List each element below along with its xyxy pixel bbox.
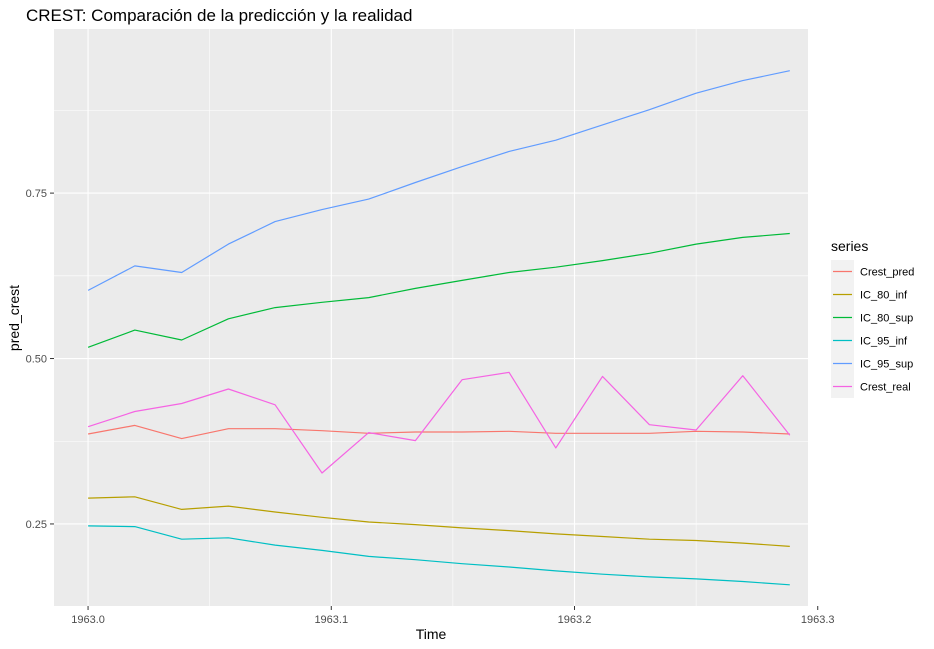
y-tick-label: 0.50 <box>26 354 47 366</box>
major-grid <box>54 29 819 606</box>
legend-label: IC_95_sup <box>860 359 913 371</box>
plot-panel <box>54 29 808 606</box>
legend-label: IC_95_inf <box>860 336 908 348</box>
x-tick-label: 1963.1 <box>314 614 348 626</box>
x-tick-label: 1963.3 <box>801 614 835 626</box>
minor-grid <box>54 29 808 606</box>
series-line-ic-80-inf <box>88 496 790 547</box>
x-tick-label: 1963.0 <box>71 614 105 626</box>
x-axis: 1963.0 1963.1 1963.2 1963.3 <box>71 606 835 626</box>
legend-label: IC_80_inf <box>860 290 908 302</box>
chart-title: CREST: Comparación de la predicción y la… <box>26 6 412 25</box>
legend-label: IC_80_sup <box>860 313 913 325</box>
y-tick-label: 0.25 <box>26 519 47 531</box>
y-tick-label: 0.75 <box>26 188 47 200</box>
legend-title: series <box>831 238 868 254</box>
series-line-ic-95-inf <box>88 525 790 586</box>
series-line-ic-95-sup <box>87 70 790 291</box>
series-lines <box>87 70 791 586</box>
legend-label: Crest_real <box>860 382 911 394</box>
x-tick-label: 1963.2 <box>558 614 592 626</box>
legend-label: Crest_pred <box>860 267 914 279</box>
series-line-crest-pred <box>87 424 790 440</box>
legend: series Crest_pred IC_80_inf IC_80_sup IC_95… <box>831 238 914 398</box>
x-axis-title: Time <box>416 626 447 642</box>
series-line-ic-80-sup <box>87 232 790 348</box>
y-axis-title: pred_crest <box>6 285 22 351</box>
series-line-crest-real <box>87 371 791 474</box>
y-axis: 0.25 0.50 0.75 <box>26 188 54 531</box>
